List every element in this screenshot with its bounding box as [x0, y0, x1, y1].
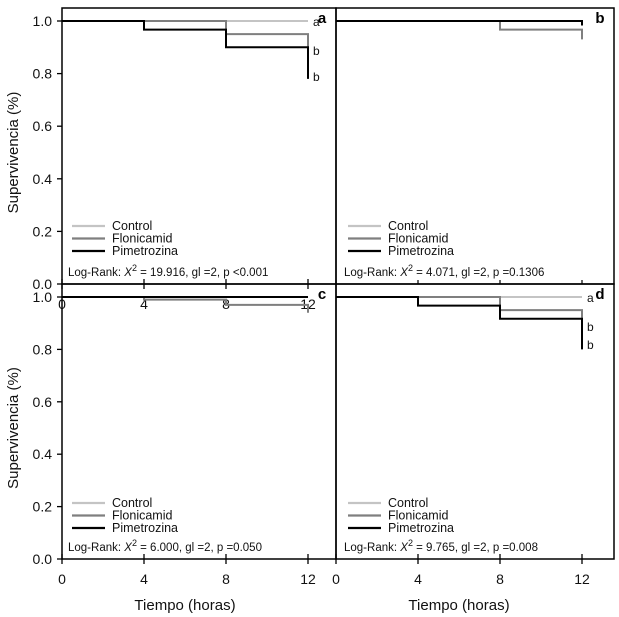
- survival-curve-pimetrozina: [336, 296, 583, 350]
- survival-curve-flonicamid: [62, 296, 309, 313]
- survival-curve-pimetrozina: [62, 20, 309, 79]
- survival-curve-pimetrozina: [336, 20, 583, 26]
- y-tick-label: 1.0: [33, 289, 53, 305]
- stat-symbol: X: [399, 267, 409, 279]
- legend-label: Pimetrozina: [112, 244, 178, 258]
- legend-label: Flonicamid: [112, 232, 172, 246]
- survival-curve-flonicamid: [336, 20, 583, 40]
- y-tick-label: 0.8: [33, 66, 53, 82]
- legend-label: Pimetrozina: [388, 244, 454, 258]
- stat-symbol: X: [399, 542, 409, 554]
- x-tick-label: 4: [140, 296, 148, 312]
- y-tick-label: 0.6: [33, 118, 53, 134]
- log-rank-statistic: Log-Rank: X2 = 19.916, gl =2, p <0.001: [68, 263, 268, 279]
- legend-label: Pimetrozina: [112, 521, 178, 535]
- panel-frame: [335, 283, 615, 560]
- log-rank-statistic: Log-Rank: X2 = 4.071, gl =2, p =0.1306: [344, 263, 544, 279]
- legend-label: Control: [112, 219, 152, 233]
- x-tick-label: 4: [414, 571, 422, 587]
- stat-prefix: Log-Rank:: [68, 267, 124, 279]
- stat-prefix: Log-Rank:: [344, 542, 400, 554]
- log-rank-statistic: Log-Rank: X2 = 9.765, gl =2, p =0.008: [344, 538, 538, 554]
- group-letter: b: [587, 320, 594, 334]
- y-tick-label: 0.0: [33, 276, 53, 292]
- panel-letter: a: [318, 10, 327, 27]
- y-tick-label: 0.4: [33, 446, 53, 462]
- stat-superscript: 2: [132, 538, 137, 548]
- panel-letter: b: [595, 10, 604, 27]
- panel-c: 0.0 0.2 0.4 0.6 0.8 1.0 Supervivencia (%) 0 4 8 12…: [5, 283, 337, 614]
- stat-symbol: X: [123, 267, 133, 279]
- x-tick-label: 12: [574, 571, 590, 587]
- stat-rest: = 19.916, gl =2, p <0.001: [137, 267, 268, 279]
- legend-label: Control: [388, 496, 428, 510]
- stat-rest: = 6.000, gl =2, p =0.050: [137, 542, 262, 554]
- x-tick-label: 0: [58, 571, 66, 587]
- stat-superscript: 2: [408, 538, 413, 548]
- stat-rest: = 9.765, gl =2, p =0.008: [413, 542, 538, 554]
- legend-label: Control: [112, 496, 152, 510]
- stat-superscript: 2: [408, 263, 413, 273]
- legend-label: Pimetrozina: [388, 521, 454, 535]
- group-letter: a: [587, 291, 594, 305]
- stat-rest: = 4.071, gl =2, p =0.1306: [413, 267, 544, 279]
- stat-prefix: Log-Rank:: [68, 542, 124, 554]
- log-rank-statistic: Log-Rank: X2 = 6.000, gl =2, p =0.050: [68, 538, 262, 554]
- x-axis-label: Tiempo (horas): [408, 597, 509, 614]
- legend-label: Flonicamid: [112, 509, 172, 523]
- y-tick-label: 0.4: [33, 171, 53, 187]
- survival-curve-flonicamid: [62, 20, 309, 48]
- y-tick-label: 0.2: [33, 223, 53, 239]
- y-tick-label: 0.2: [33, 499, 53, 515]
- x-axis-label: Tiempo (horas): [134, 597, 235, 614]
- panel-letter: c: [318, 286, 326, 303]
- x-tick-label: 8: [496, 571, 504, 587]
- legend-label: Flonicamid: [388, 232, 448, 246]
- y-tick-label: 0.6: [33, 394, 53, 410]
- stat-symbol: X: [123, 542, 133, 554]
- legend-label: Flonicamid: [388, 509, 448, 523]
- x-tick-label: 4: [140, 571, 148, 587]
- panel-frame: [61, 283, 337, 560]
- y-axis-label: Supervivencia (%): [5, 367, 22, 489]
- x-tick-label: 8: [222, 571, 230, 587]
- group-letter: b: [313, 44, 320, 58]
- group-letter: b: [587, 338, 594, 352]
- stat-prefix: Log-Rank:: [344, 267, 400, 279]
- y-tick-label: 0.0: [33, 551, 53, 567]
- panel-letter: d: [595, 286, 604, 303]
- legend-label: Control: [388, 219, 428, 233]
- panel-frame: [335, 7, 615, 285]
- y-axis-label: Supervivencia (%): [5, 92, 22, 214]
- stat-superscript: 2: [132, 263, 137, 273]
- y-tick-label: 1.0: [33, 13, 53, 29]
- group-letter: a: [313, 15, 320, 29]
- x-tick-label: 0: [332, 571, 340, 587]
- panel-frame: [61, 7, 337, 285]
- y-tick-label: 0.8: [33, 341, 53, 357]
- panel-d: 0 4 8 12 Tiempo (horas) a bb d ControlFlonicamid…: [332, 283, 615, 614]
- x-tick-label: 12: [300, 571, 316, 587]
- group-letter: b: [313, 70, 320, 84]
